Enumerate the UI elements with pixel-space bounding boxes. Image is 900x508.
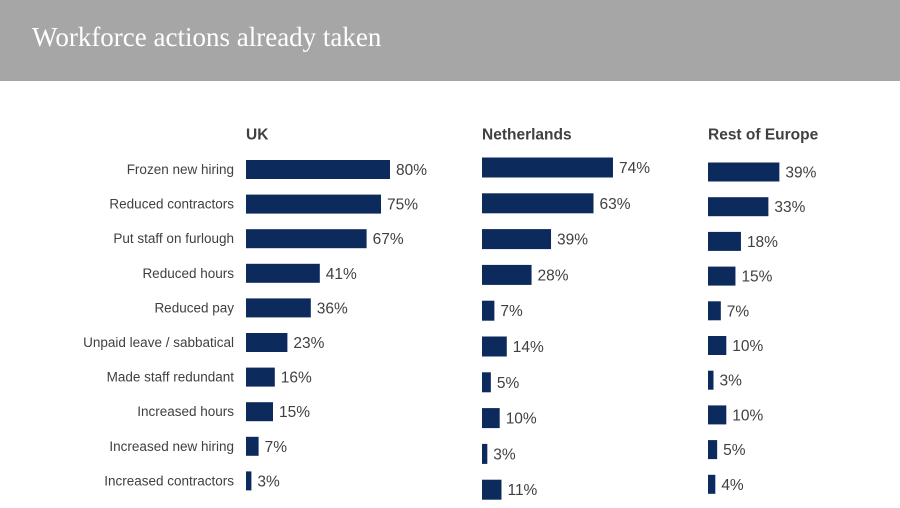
bar [246, 298, 311, 318]
data-label: 5% [497, 375, 520, 392]
bar [708, 301, 721, 321]
data-label: 10% [732, 338, 763, 355]
data-label: 28% [538, 267, 569, 284]
data-label: 10% [506, 411, 537, 428]
data-label: 33% [774, 199, 805, 216]
bar [482, 229, 552, 250]
data-label: 10% [732, 407, 763, 424]
bar [246, 229, 367, 249]
series-title: UK [246, 127, 269, 144]
bar [708, 370, 714, 390]
data-label: 3% [493, 446, 516, 463]
bar [708, 405, 727, 425]
data-label: 18% [747, 234, 778, 251]
bar [708, 266, 736, 286]
bar [246, 367, 275, 387]
bar [246, 160, 390, 179]
bar [482, 408, 500, 429]
bar [482, 157, 613, 178]
category-label: Reduced pay [154, 300, 234, 315]
data-label: 3% [719, 373, 742, 390]
bar [246, 436, 259, 456]
data-label: 67% [373, 231, 404, 248]
data-label: 16% [281, 370, 312, 387]
bar [482, 443, 488, 464]
header-band [0, 0, 900, 81]
data-label: 7% [727, 303, 750, 320]
data-label: 3% [257, 473, 280, 490]
data-label: 14% [513, 339, 544, 356]
bar [482, 336, 507, 357]
data-label: 36% [317, 300, 348, 317]
data-label: 80% [396, 162, 427, 179]
data-label: 7% [500, 303, 523, 320]
bar [708, 197, 769, 217]
bar [708, 336, 727, 355]
bar [246, 263, 320, 283]
data-label: 5% [723, 442, 746, 459]
bar [708, 231, 741, 251]
category-label: Put staff on furlough [113, 231, 234, 246]
data-label: 39% [785, 165, 816, 182]
data-label: 41% [326, 266, 357, 283]
category-label: Unpaid leave / sabbatical [83, 335, 234, 350]
data-label: 4% [721, 477, 744, 494]
bar [482, 372, 491, 393]
data-label: 63% [600, 196, 631, 213]
bar [708, 162, 780, 182]
data-label: 39% [557, 232, 588, 249]
bar [482, 300, 495, 321]
data-label: 15% [741, 269, 772, 286]
bar [246, 402, 273, 422]
series-title: Netherlands [482, 127, 572, 144]
data-label: 75% [387, 197, 418, 214]
category-label: Frozen new hiring [127, 162, 234, 177]
data-label: 7% [265, 439, 288, 456]
bar [246, 333, 288, 352]
bar [482, 264, 532, 285]
bar [246, 194, 381, 214]
category-label: Made staff redundant [107, 370, 235, 385]
data-label: 74% [619, 160, 650, 177]
bar [246, 471, 252, 491]
bar [708, 474, 716, 494]
bar [708, 440, 718, 460]
category-label: Reduced contractors [109, 197, 234, 212]
data-label: 23% [293, 335, 324, 352]
page-title: Workforce actions already taken [32, 22, 382, 52]
category-label: Increased hours [137, 404, 234, 419]
bar [482, 193, 594, 214]
category-label: Reduced hours [142, 266, 234, 281]
category-label: Increased contractors [104, 473, 234, 488]
data-label: 15% [279, 404, 310, 421]
data-label: 11% [507, 482, 537, 499]
bar [482, 479, 502, 500]
series-title: Rest of Europe [708, 127, 819, 144]
category-label: Increased new hiring [109, 439, 234, 454]
